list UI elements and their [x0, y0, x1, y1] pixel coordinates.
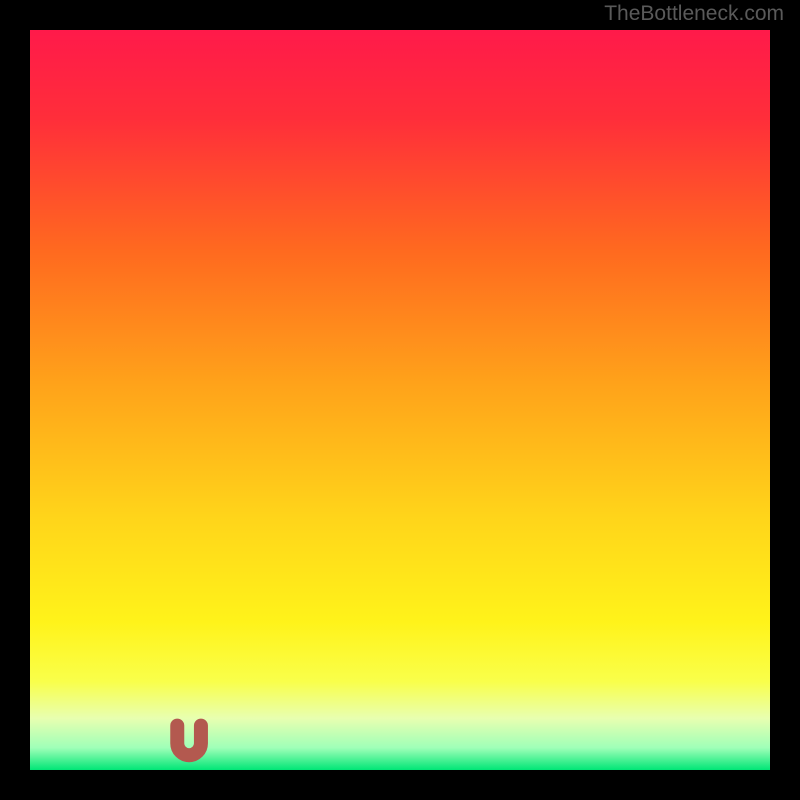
plot-background — [30, 30, 770, 770]
watermark-text: TheBottleneck.com — [604, 2, 784, 26]
bottleneck-chart — [0, 0, 800, 800]
chart-container: { "watermark": { "text": "TheBottleneck.… — [0, 0, 800, 800]
